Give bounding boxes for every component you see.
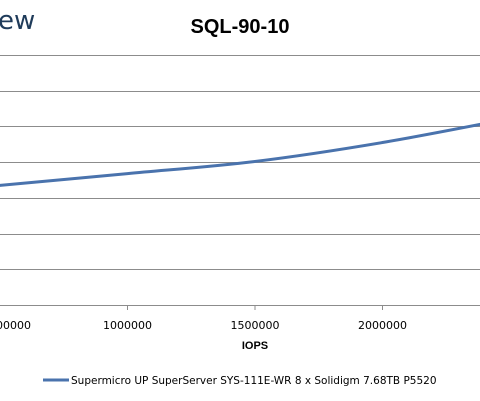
x-axis-label: IOPS (242, 340, 268, 352)
x-tick-label: 2000000 (358, 319, 407, 332)
x-tick-label: 1500000 (231, 319, 280, 332)
legend-label: Supermicro UP SuperServer SYS-111E-WR 8 … (71, 375, 437, 387)
chart-title: SQL-90-10 (191, 16, 290, 38)
series-line (0, 122, 480, 187)
x-tick-label-partial: 00000 (0, 319, 31, 332)
x-axis-ticks: 1000000 1500000 2000000 (103, 305, 407, 332)
legend: Supermicro UP SuperServer SYS-111E-WR 8 … (43, 375, 437, 387)
logo-text: ew (0, 6, 35, 36)
gridlines (0, 55, 480, 306)
x-tick-label: 1000000 (103, 319, 152, 332)
